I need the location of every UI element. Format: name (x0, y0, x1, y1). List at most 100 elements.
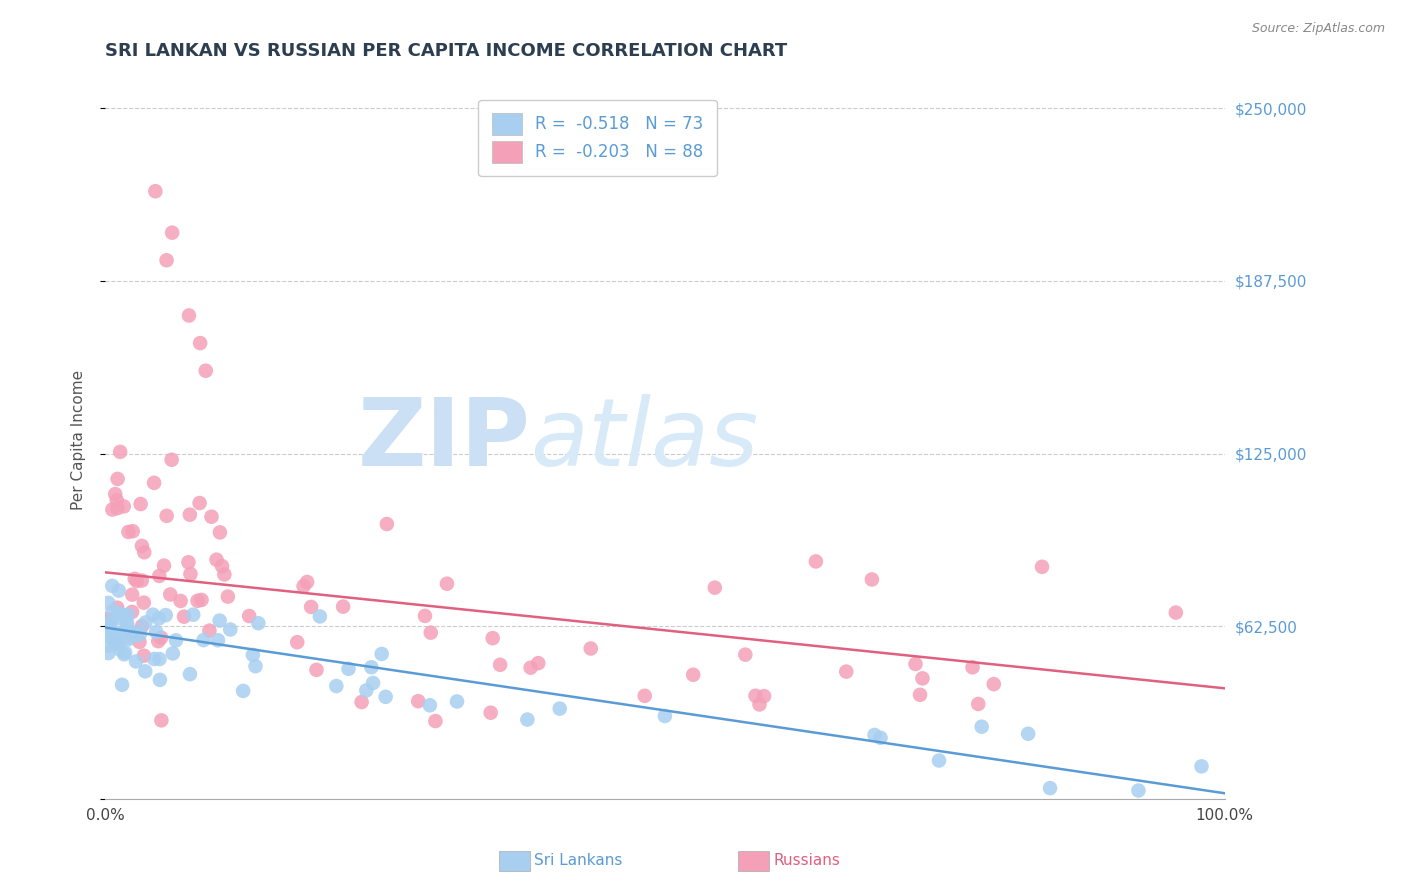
Point (299, 599, 322, 614)
Point (121, 524, 143, 539)
Point (156, 508, 179, 523)
Point (219, 623, 242, 637)
Point (869, 731, 891, 745)
Point (211, 559, 233, 574)
Point (436, 576, 458, 591)
Point (413, 608, 436, 623)
Point (121, 605, 143, 619)
Point (117, 630, 139, 644)
Point (101, 579, 124, 593)
Point (142, 607, 165, 622)
Point (208, 525, 231, 540)
Point (245, 659, 267, 673)
Point (100, 616, 122, 631)
Point (132, 648, 155, 663)
Point (1031, 559, 1053, 574)
Point (703, 581, 725, 595)
Point (97, 625, 120, 640)
Point (148, 634, 170, 648)
Point (97, 646, 120, 660)
Point (863, 728, 886, 742)
Point (804, 554, 827, 568)
Point (97, 639, 120, 653)
Point (370, 647, 392, 661)
Point (143, 475, 166, 490)
Point (105, 636, 128, 650)
Point (200, 509, 222, 524)
Point (305, 663, 328, 677)
Point (519, 661, 541, 675)
Point (104, 487, 127, 501)
Point (97, 613, 120, 627)
Point (155, 608, 177, 623)
Point (187, 594, 209, 608)
Point (860, 573, 883, 587)
Point (97, 596, 120, 610)
Point (179, 566, 201, 581)
Point (150, 631, 173, 645)
Point (361, 676, 384, 690)
Point (150, 714, 173, 728)
Point (193, 633, 215, 648)
Point (125, 655, 148, 669)
Point (350, 695, 373, 709)
Point (115, 619, 138, 633)
Point (115, 616, 138, 631)
Point (107, 583, 129, 598)
Point (654, 709, 676, 723)
Point (356, 683, 378, 698)
Point (208, 614, 231, 628)
Point (159, 587, 181, 601)
Point (332, 599, 354, 614)
Point (117, 632, 139, 647)
Point (908, 688, 931, 702)
Point (242, 648, 264, 662)
Point (904, 657, 927, 671)
Point (134, 665, 156, 679)
Point (162, 647, 184, 661)
Point (579, 641, 602, 656)
Point (108, 445, 131, 459)
Point (446, 694, 468, 708)
Point (155, 253, 177, 268)
Point (214, 567, 236, 582)
Point (983, 677, 1005, 691)
Point (128, 635, 150, 649)
Point (117, 607, 139, 622)
Point (188, 496, 211, 510)
Point (97, 618, 120, 632)
Point (419, 698, 441, 713)
Text: SRI LANKAN VS RUSSIAN PER CAPITA INCOME CORRELATION CHART: SRI LANKAN VS RUSSIAN PER CAPITA INCOME … (105, 42, 787, 60)
Point (548, 701, 571, 715)
Point (634, 689, 657, 703)
Point (181, 607, 204, 622)
Point (107, 606, 129, 620)
Point (179, 667, 201, 681)
Point (101, 605, 124, 619)
Point (682, 667, 704, 681)
Point (131, 539, 153, 553)
Point (124, 625, 146, 640)
Point (111, 608, 134, 623)
Point (114, 645, 136, 659)
Point (194, 364, 217, 378)
Text: Source: ZipAtlas.com: Source: ZipAtlas.com (1251, 22, 1385, 36)
Point (124, 572, 146, 586)
Point (360, 660, 382, 674)
Point (232, 684, 254, 698)
Point (148, 569, 170, 583)
Point (516, 713, 538, 727)
Point (734, 648, 756, 662)
Point (962, 660, 984, 674)
Point (105, 501, 128, 516)
Point (148, 652, 170, 666)
Point (970, 720, 993, 734)
Point (207, 633, 229, 648)
Point (309, 609, 332, 624)
Point (406, 694, 429, 708)
Point (97, 624, 120, 638)
Point (481, 631, 503, 645)
Point (107, 472, 129, 486)
Point (217, 590, 239, 604)
Point (98, 615, 121, 630)
